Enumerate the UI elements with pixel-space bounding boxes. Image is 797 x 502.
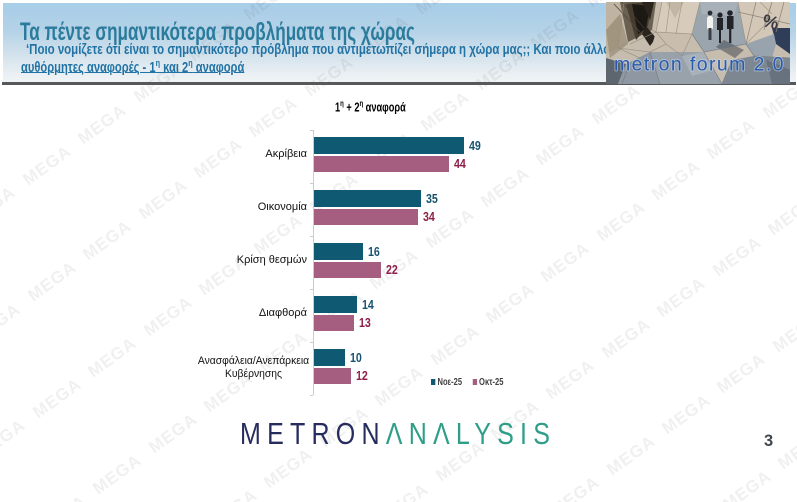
svg-text:metron forum 2.0: metron forum 2.0 <box>614 54 785 76</box>
svg-text:%: % <box>761 10 781 33</box>
svg-text:metron forum 2.0: metron forum 2.0 <box>614 54 785 76</box>
